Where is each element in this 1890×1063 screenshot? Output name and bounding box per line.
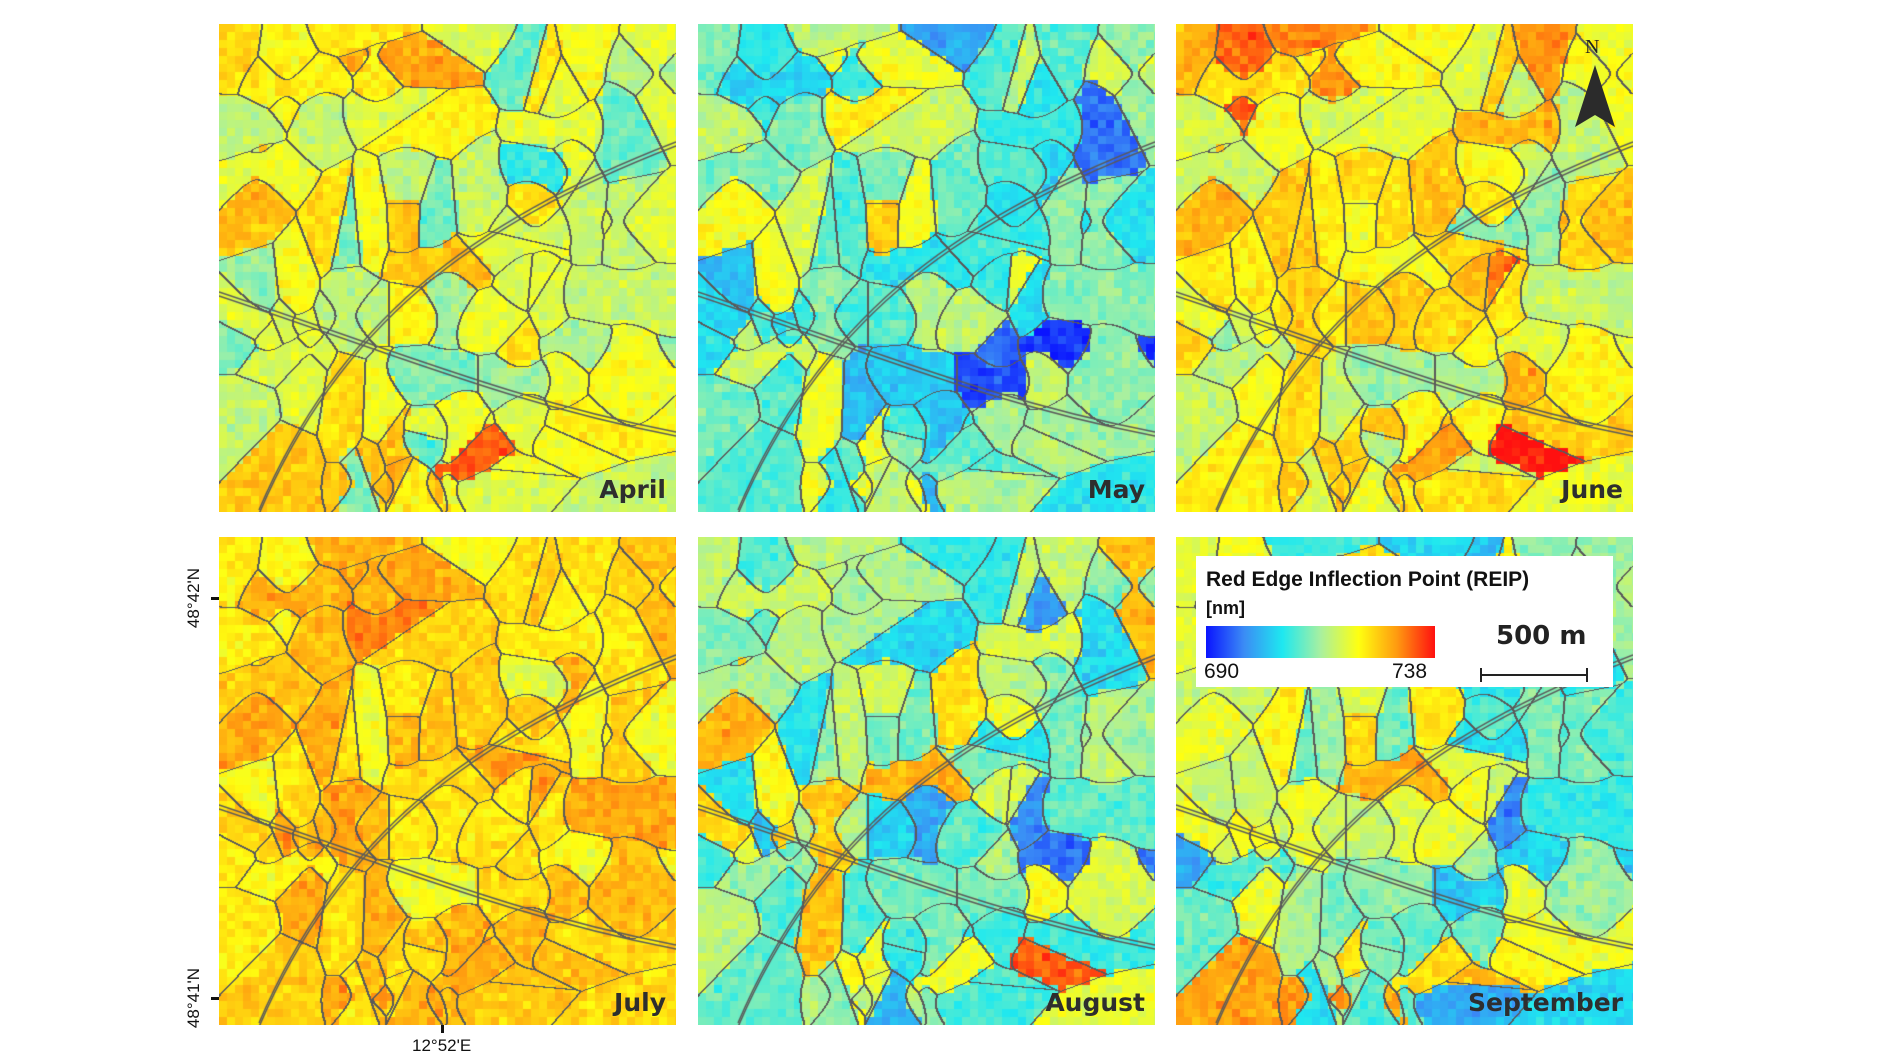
map-panel-april: April — [219, 24, 676, 512]
lon-label-12-52: 12°52'E — [412, 1036, 472, 1055]
reip-raster — [1176, 24, 1633, 512]
month-label: May — [1087, 475, 1145, 504]
map-panel-may: May — [698, 24, 1155, 512]
month-label: August — [1045, 988, 1145, 1017]
reip-raster — [219, 24, 676, 512]
colorbar — [1206, 626, 1435, 658]
north-arrow: N — [1570, 36, 1620, 132]
month-label: June — [1561, 475, 1623, 504]
map-panel-august: August — [698, 537, 1155, 1025]
lat-tick — [211, 597, 219, 600]
reip-raster — [698, 537, 1155, 1025]
month-label: April — [599, 475, 666, 504]
reip-raster — [698, 24, 1155, 512]
lat-label-48-41: 48°41'N — [184, 967, 204, 1029]
colorbar-max: 738 — [1392, 660, 1428, 683]
legend-unit: [nm] — [1206, 598, 1245, 618]
legend-title: Red Edge Inflection Point (REIP) — [1206, 568, 1530, 591]
map-panel-july: July — [219, 537, 676, 1025]
scale-bar-label: 500 m — [1496, 621, 1587, 651]
north-arrow-icon — [1575, 65, 1615, 127]
map-panel-june: June — [1176, 24, 1633, 512]
month-label: September — [1468, 988, 1623, 1017]
legend: Red Edge Inflection Point (REIP) [nm] 69… — [1196, 556, 1613, 687]
scale-bar — [1480, 668, 1588, 682]
month-label: July — [614, 988, 666, 1017]
lat-tick — [211, 997, 219, 1000]
reip-raster — [219, 537, 676, 1025]
colorbar-min: 690 — [1204, 660, 1240, 683]
lon-tick — [441, 1025, 444, 1033]
north-label: N — [1585, 36, 1600, 58]
lat-label-48-42: 48°42'N — [184, 567, 204, 629]
